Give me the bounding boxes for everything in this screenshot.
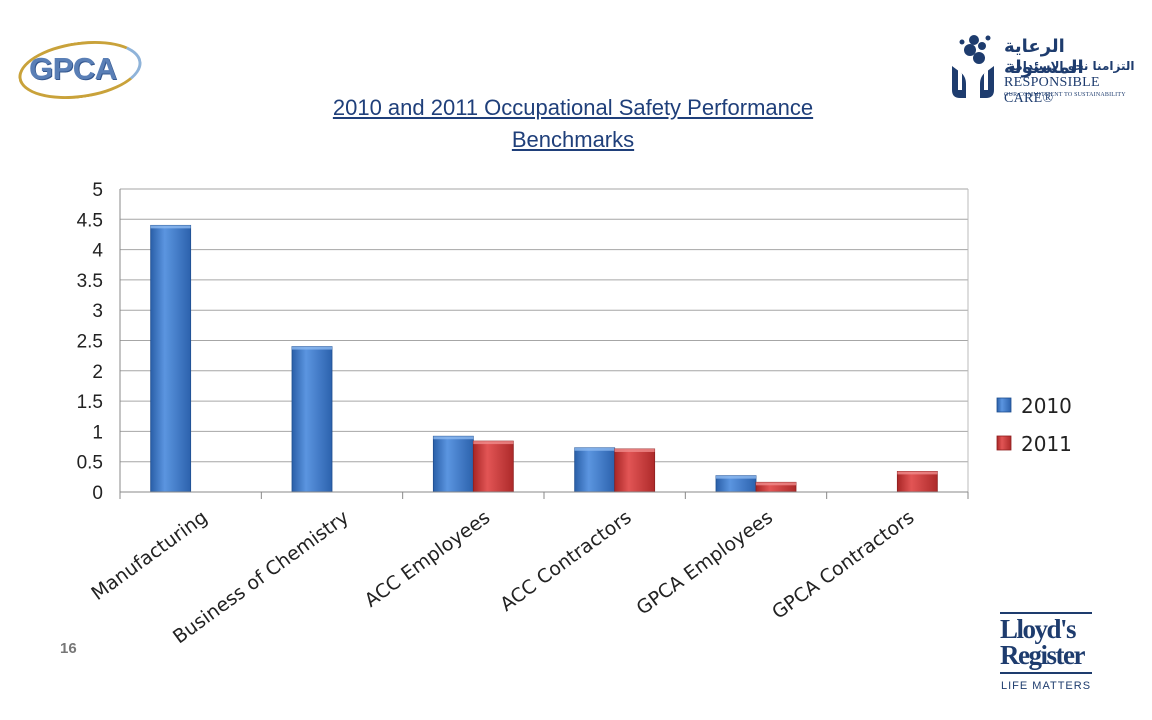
y-tick-label: 4	[92, 241, 103, 262]
bar-2011-4	[755, 481, 797, 493]
legend-swatch-2011	[996, 435, 1012, 451]
bar-2011-2	[472, 440, 514, 493]
lr-word1: Lloyd's	[1000, 614, 1077, 644]
bar-body	[291, 346, 333, 493]
bar-top-highlight	[756, 482, 796, 486]
bar-2010-4	[715, 475, 757, 493]
x-category-label: GPCA Employees	[633, 506, 777, 619]
legend-label-2011: 2011	[1021, 432, 1072, 456]
chart-title-line2: Benchmarks	[511, 127, 635, 152]
bar-top-highlight	[473, 441, 514, 445]
gpca-logo: GPCA	[14, 33, 146, 107]
responsible-care-hands-icon	[952, 35, 994, 98]
rc-tagline: OUR COMMITMENT TO SUSTAINABILITY	[1004, 92, 1126, 98]
y-tick-label: 4.5	[77, 210, 103, 231]
rc-name: RESPONSIBLE CARE®	[1004, 75, 1100, 106]
bar-body	[614, 448, 656, 493]
bar-top-highlight	[574, 447, 615, 451]
lloyds-register-logo: Lloyd's Register LIFE MATTERS	[998, 612, 1098, 698]
y-tick-label: 0.5	[77, 453, 103, 474]
legend-swatch-2010	[996, 397, 1012, 413]
lr-bottom-rule	[1000, 672, 1092, 674]
chart-title: 2010 and 2011 Occupational Safety Perfor…	[230, 92, 916, 156]
bar-body	[432, 435, 474, 493]
y-tick-label: 2.5	[77, 332, 103, 353]
x-category-label: ACC Contractors	[496, 506, 635, 616]
bar-2011-3	[614, 448, 656, 493]
bar-2010-1	[291, 346, 333, 493]
bar-top-highlight	[292, 346, 332, 350]
bar-body	[472, 440, 514, 493]
y-tick-label: 1	[92, 422, 103, 443]
rc-arabic-title: الرعاية المسئولة	[1004, 36, 1084, 78]
x-category-label: GPCA Contractors	[768, 506, 918, 623]
lr-tagline: LIFE MATTERS	[1001, 680, 1092, 692]
bar-body	[574, 447, 616, 493]
y-tick-label: 3.5	[77, 271, 103, 292]
lr-word2: Register	[1000, 640, 1085, 670]
bar-top-highlight	[614, 448, 655, 452]
y-tick-label: 5	[92, 180, 103, 201]
bar-2010-3	[574, 447, 616, 493]
legend-label-2010: 2010	[1021, 394, 1072, 418]
x-category-label: Manufacturing	[87, 506, 211, 605]
bar-2010-0	[150, 224, 192, 493]
y-tick-label: 1.5	[77, 392, 103, 413]
bar-top-highlight	[150, 225, 191, 229]
bar-top-highlight	[897, 471, 938, 475]
bar-top-highlight	[433, 436, 474, 440]
bar-top-highlight	[716, 475, 756, 479]
chart-title-line1: 2010 and 2011 Occupational Safety Perfor…	[332, 95, 814, 120]
bar-body	[150, 224, 192, 493]
bar-2010-2	[432, 435, 474, 493]
x-category-label: ACC Employees	[361, 506, 495, 612]
gpca-logo-text: GPCA	[29, 51, 117, 86]
lr-top-rule	[1000, 612, 1092, 614]
responsible-care-logo: الرعاية المسئولة التزامنا نحو الاستدامة …	[948, 30, 1138, 106]
page-number: 16	[60, 640, 77, 657]
y-tick-label: 2	[92, 362, 103, 383]
y-tick-label: 0	[92, 483, 103, 504]
rc-arabic-subtitle: التزامنا نحو الاستدامة	[1008, 59, 1135, 73]
bar-2011-5	[896, 470, 938, 493]
y-tick-label: 3	[92, 301, 103, 322]
bar-body	[896, 470, 938, 493]
